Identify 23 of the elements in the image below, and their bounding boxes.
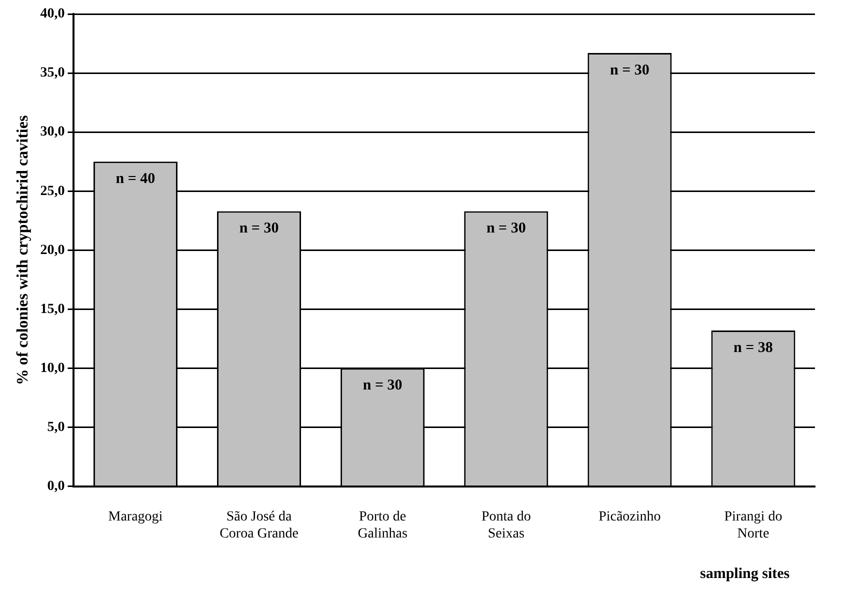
y-tick-label: 35,0 [40, 66, 65, 81]
y-tick-label: 0,0 [47, 479, 65, 494]
x-axis-title: sampling sites [700, 566, 790, 583]
annotation: n = 30 [610, 62, 650, 78]
y-tick-label: 5,0 [47, 420, 65, 435]
x-tick-label: Pirangi do Norte [724, 509, 782, 542]
annotation: n = 40 [116, 171, 156, 187]
x-tick-label: Picãozinho [598, 509, 661, 524]
x-tick-label: Porto de Galinhas [358, 509, 408, 542]
y-tick-label: 15,0 [40, 302, 65, 317]
y-tick-label: 20,0 [40, 242, 65, 258]
y-axis-title: % of colonies with cryptochirid cavities [14, 115, 32, 386]
y-tick-label: 40,0 [40, 6, 65, 22]
annotation: n = 30 [486, 220, 526, 237]
annotation: n = 30 [239, 220, 279, 237]
y-tick-label: 25,0 [40, 184, 65, 199]
x-tick-label: São José da Coroa Grande [220, 509, 298, 542]
annotation: n = 38 [734, 340, 773, 356]
annotation: n = 30 [362, 378, 402, 394]
x-tick-label: Maragogi [108, 509, 163, 524]
y-tick-label: 10,0 [40, 360, 65, 376]
y-tick-label: 30,0 [40, 124, 65, 140]
x-tick-label: Ponta do Seixas [481, 509, 531, 542]
